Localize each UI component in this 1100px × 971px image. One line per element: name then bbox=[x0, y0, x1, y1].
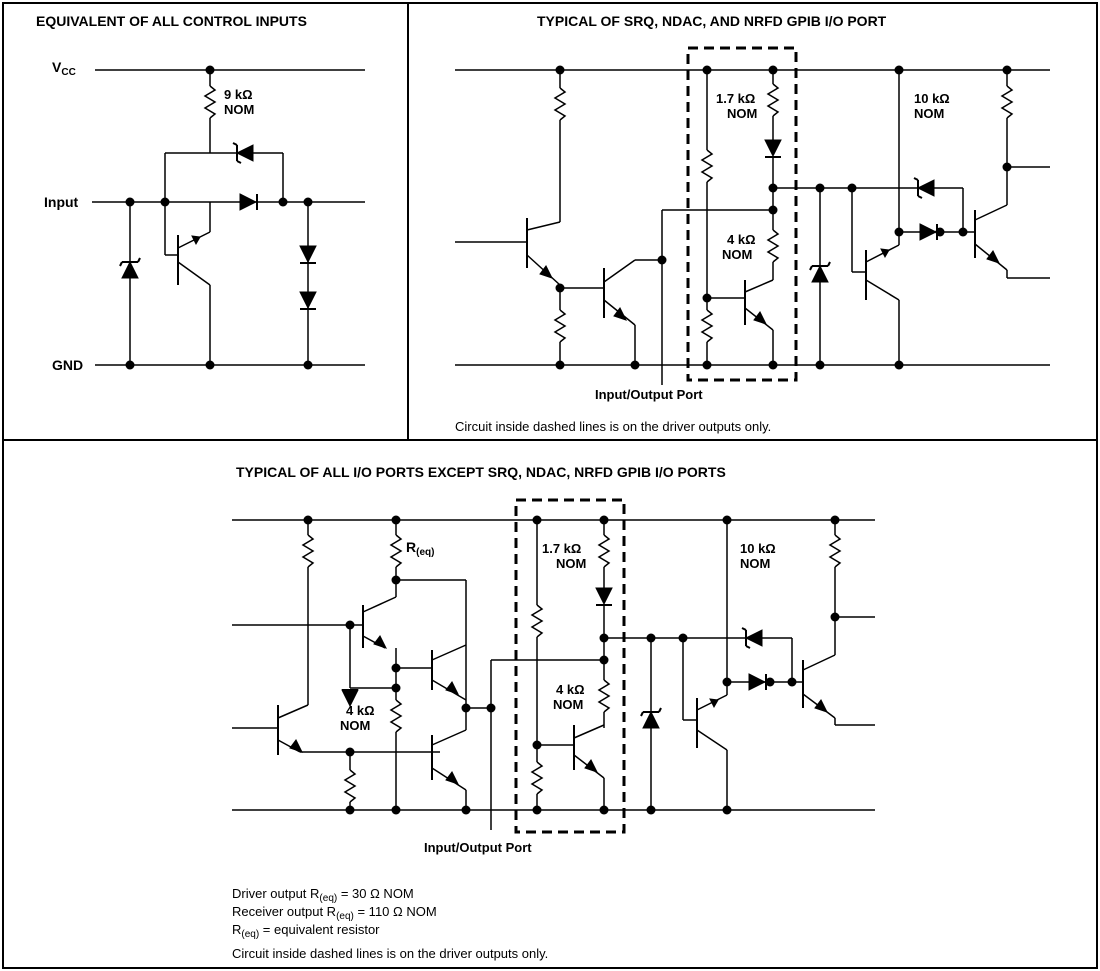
req-main: R bbox=[406, 539, 417, 555]
note-receiver-sub: (eq) bbox=[336, 911, 354, 922]
srq-port-label: Input/Output Port bbox=[595, 387, 703, 402]
note-driver-post: = 30 Ω NOM bbox=[337, 886, 414, 901]
srq-port-title: TYPICAL OF SRQ, NDAC, AND NRFD GPIB I/O … bbox=[537, 13, 887, 29]
all-r1-nom: NOM bbox=[556, 556, 587, 571]
srq-r2-value: 10 kΩ bbox=[914, 91, 950, 106]
srq-r2-nom: NOM bbox=[914, 106, 945, 121]
srq-footnote: Circuit inside dashed lines is on the dr… bbox=[455, 419, 772, 434]
all-r4-value: 4 kΩ bbox=[346, 703, 375, 718]
note-driver-sub: (eq) bbox=[319, 893, 338, 904]
note-driver-req: Driver output R(eq) = 30 Ω NOM bbox=[232, 886, 414, 904]
srq-r3-nom: NOM bbox=[722, 247, 753, 262]
gnd-label: GND bbox=[52, 357, 84, 373]
note-req-post: = equivalent resistor bbox=[259, 922, 380, 937]
input-label: Input bbox=[44, 194, 79, 210]
note-req-pre: R bbox=[232, 922, 242, 937]
note-driver-pre: Driver output R bbox=[232, 886, 320, 901]
panel-all-ports bbox=[2, 439, 1098, 969]
srq-port-schematic bbox=[455, 46, 1050, 385]
all-r1-value: 1.7 kΩ bbox=[542, 541, 582, 556]
control-inputs-schematic bbox=[92, 65, 365, 370]
req-label: R(eq) bbox=[406, 539, 435, 558]
vcc-main: V bbox=[52, 59, 62, 75]
srq-r3-value: 4 kΩ bbox=[727, 232, 756, 247]
all-r2-value: 10 kΩ bbox=[740, 541, 776, 556]
control-inputs-title: EQUIVALENT OF ALL CONTROL INPUTS bbox=[36, 13, 307, 29]
r9k-nom: NOM bbox=[224, 102, 255, 117]
r9k-value: 9 kΩ bbox=[224, 87, 253, 102]
all-r2-nom: NOM bbox=[740, 556, 771, 571]
all-port-label: Input/Output Port bbox=[424, 840, 532, 855]
note-dashed: Circuit inside dashed lines is on the dr… bbox=[232, 946, 549, 961]
srq-r1-value: 1.7 kΩ bbox=[716, 91, 756, 106]
req-sub: (eq) bbox=[416, 547, 435, 558]
all-r4-nom: NOM bbox=[340, 718, 371, 733]
all-ports-title: TYPICAL OF ALL I/O PORTS EXCEPT SRQ, NDA… bbox=[236, 464, 726, 480]
note-receiver-post: = 110 Ω NOM bbox=[353, 904, 437, 919]
all-r3-nom: NOM bbox=[553, 697, 584, 712]
srq-r1-nom: NOM bbox=[727, 106, 758, 121]
all-r3-value: 4 kΩ bbox=[556, 682, 585, 697]
note-req-definition: R(eq) = equivalent resistor bbox=[232, 922, 380, 940]
all-ports-schematic bbox=[232, 498, 875, 834]
vcc-label: VCC bbox=[52, 59, 76, 78]
note-receiver-pre: Receiver output R bbox=[232, 904, 337, 919]
note-receiver-req: Receiver output R(eq) = 110 Ω NOM bbox=[232, 904, 437, 922]
note-req-sub: (eq) bbox=[241, 929, 260, 940]
vcc-sub: CC bbox=[61, 67, 76, 78]
